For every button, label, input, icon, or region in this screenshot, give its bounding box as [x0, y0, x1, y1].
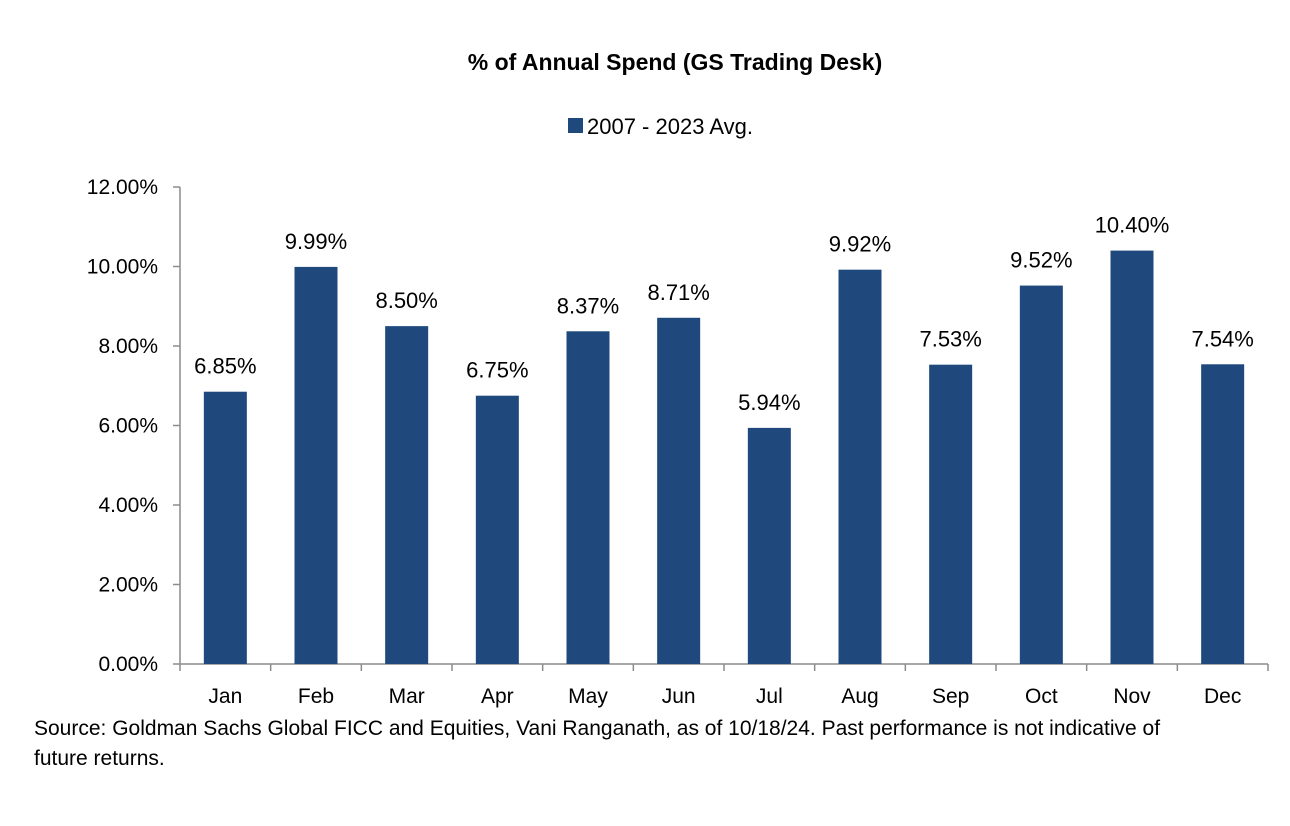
x-tick-label: Aug	[841, 685, 878, 708]
x-tick-label: Mar	[389, 685, 425, 708]
bar-jan	[203, 391, 247, 664]
bar-nov	[1110, 250, 1154, 664]
x-tick-label: Apr	[481, 685, 514, 708]
y-tick-label: 6.00%	[98, 415, 158, 438]
x-tick-label: May	[568, 685, 608, 708]
x-tick-label: Jan	[208, 685, 242, 708]
bar-may	[566, 331, 610, 664]
data-label-apr: 6.75%	[466, 358, 528, 383]
data-label-nov: 10.40%	[1095, 213, 1170, 238]
y-axis: 0.00% 2.00% 4.00% 6.00% 8.00% 10.00% 12.00%	[87, 176, 181, 676]
y-tick-label: 2.00%	[98, 574, 158, 597]
y-tick-label: 10.00%	[87, 256, 158, 279]
data-label-feb: 9.99%	[285, 229, 347, 254]
x-tick-label: Feb	[298, 685, 334, 708]
data-label-oct: 9.52%	[1010, 248, 1072, 273]
x-tick-label: Oct	[1025, 685, 1058, 708]
legend-swatch	[568, 118, 583, 133]
data-labels: 6.85% 9.99% 8.50% 6.75% 8.37% 8.71% 5.94% 9.92%…	[194, 213, 1254, 415]
y-tick-label: 0.00%	[98, 653, 158, 676]
x-tick-label: Jul	[756, 685, 783, 708]
bar-aug	[838, 269, 882, 664]
bar-oct	[1019, 285, 1063, 664]
bar-chart: % of Annual Spend (GS Trading Desk) 2007…	[87, 49, 1269, 708]
x-tick-label: Dec	[1204, 685, 1241, 708]
data-label-mar: 8.50%	[375, 288, 437, 313]
bar-series	[203, 250, 1245, 664]
x-axis: Jan Feb Mar Apr May Jun Jul Aug Sep Oct Nov Dec	[179, 663, 1269, 708]
data-label-aug: 9.92%	[829, 232, 891, 257]
bar-feb	[294, 266, 338, 664]
data-label-dec: 7.54%	[1191, 326, 1253, 351]
bar-mar	[385, 326, 429, 664]
legend-label: 2007 - 2023 Avg.	[587, 114, 753, 139]
bar-jun	[657, 317, 701, 664]
source-note: Source: Goldman Sachs Global FICC and Eq…	[34, 717, 1161, 770]
bar-sep	[929, 364, 973, 664]
data-label-jul: 5.94%	[738, 390, 800, 415]
legend: 2007 - 2023 Avg.	[568, 114, 753, 139]
bar-dec	[1201, 364, 1245, 664]
data-label-jan: 6.85%	[194, 354, 256, 379]
data-label-sep: 7.53%	[919, 327, 981, 352]
bar-apr	[475, 395, 519, 664]
y-tick-label: 4.00%	[98, 494, 158, 517]
chart-title: % of Annual Spend (GS Trading Desk)	[468, 49, 882, 75]
y-tick-label: 8.00%	[98, 335, 158, 358]
x-tick-label: Jun	[662, 685, 696, 708]
bar-jul	[747, 427, 791, 664]
x-tick-label: Sep	[932, 685, 969, 708]
data-label-may: 8.37%	[557, 293, 619, 318]
x-tick-label: Nov	[1113, 685, 1151, 708]
y-tick-label: 12.00%	[87, 176, 158, 199]
data-label-jun: 8.71%	[647, 280, 709, 305]
